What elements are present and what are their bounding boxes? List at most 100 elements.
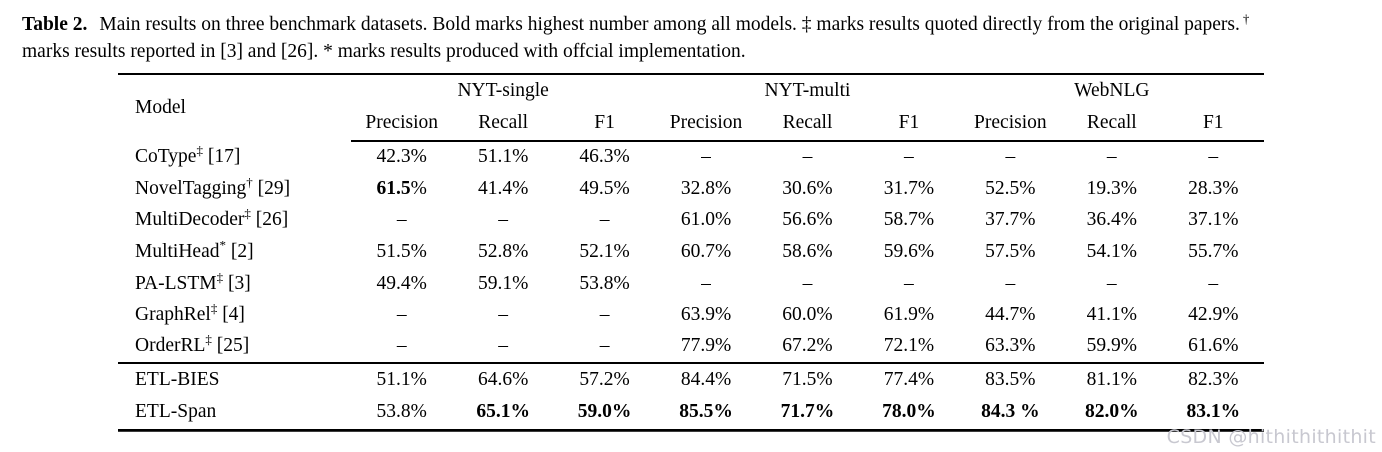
group-header-row: Model NYT-single NYT-multi WebNLG [118,74,1264,119]
value-cell: – [904,272,914,294]
model-superscript: ‡ [196,142,203,158]
model-name-cell: NovelTagging† [29] [135,174,291,199]
column-header-precision: Precision [959,106,1062,142]
model-name-cell: OrderRL‡ [25] [135,331,250,357]
value-cell: 59.9% [1086,335,1137,357]
value-cell: 78.0% [882,401,936,423]
value-cell: 31.7% [883,177,935,199]
model-superscript: ‡ [244,205,251,221]
value-cell: – [396,304,407,326]
results-table-wrap: Model NYT-single NYT-multi WebNLG Precis… [118,73,1264,432]
model-name-cell: PA-LSTM‡ [3] [135,269,251,294]
column-header-model: Model [135,97,186,118]
value-cell: 59.1% [477,272,529,294]
value-cell: 19.3% [1086,177,1137,199]
model-superscript: † [246,174,253,190]
table-body: CoType‡ [17] 42.3% 51.1% 46.3% – – – – – – NovelTa… [118,141,1264,429]
group-header-nyt-single: NYT-single [457,79,549,101]
value-cell: – [1208,272,1219,294]
value-cell: 60.7% [680,240,732,262]
value-cell: 46.3% [579,146,630,168]
value-cell: 83.1% [1186,401,1241,423]
value-cell: 82.3% [1162,361,1264,396]
model-superscript: * [219,237,226,253]
column-header-recall: Recall [1061,106,1163,142]
model-name-cell: ETL-BIES [118,361,351,396]
value-cell: 30.6% [782,177,833,199]
value-cell: 58.6% [782,240,833,262]
table-row: ETL-BIES 51.1% 64.6% 57.2% 84.4% 71.5% 77.4% 83… [118,361,1264,396]
value-cell: 51.5% [376,240,427,262]
value-cell: 41.4% [477,177,529,199]
model-superscript: ‡ [210,300,218,316]
table-row: OrderRL‡ [25] – – – 77.9% 67.2% 72.1% 63.3% 59.9… [118,331,1264,363]
column-header-recall: Recall [756,106,859,142]
value-cell: – [396,335,407,357]
table-caption-line2: marks results reported in [3] and [26]. … [22,41,746,62]
value-cell: 53.8% [376,401,427,423]
value-cell: 82.0% [1084,401,1139,423]
value-cell: – [498,335,509,357]
column-header-precision: Precision [655,106,757,142]
value-cell: 51.1% [351,361,453,396]
table-row: NovelTagging† [29] 61.5% 41.4% 49.5% 32.8% 30… [118,173,1264,205]
table-row: CoType‡ [17] 42.3% 51.1% 46.3% – – – – – – [118,141,1264,173]
value-cell: – [599,209,610,231]
model-superscript: ‡ [205,331,212,347]
value-cell: – [802,272,813,294]
value-cell: 28.3% [1188,177,1239,199]
sub-header-row: Precision Recall F1 Precision Recall F1 … [118,106,1264,142]
value-cell: 59.6% [883,240,935,262]
value-cell: 61.5% [376,177,427,199]
value-cell: 42.9% [1188,304,1239,326]
value-cell: 65.1% [476,401,530,423]
value-cell: 52.5% [985,177,1036,199]
model-superscript: ‡ [216,269,224,285]
column-header-f1: F1 [858,106,960,142]
value-cell: 84.4% [655,361,757,396]
value-cell: 32.8% [680,177,732,199]
value-cell: 81.1% [1061,361,1163,396]
value-cell: 36.4% [1086,209,1137,231]
value-cell: – [498,209,509,231]
column-header-recall: Recall [452,106,554,142]
value-cell: 54.1% [1086,240,1137,262]
value-cell: 49.4% [376,272,427,294]
value-cell: 52.1% [579,240,630,262]
value-cell: 71.5% [756,361,859,396]
value-cell: – [1208,146,1219,168]
column-header-precision: Precision [351,106,453,142]
group-header-nyt-multi: NYT-multi [764,79,851,101]
table-row: GraphRel‡ [4] – – – 63.9% 60.0% 61.9% 44.7% 41.1… [118,299,1264,331]
table-row: MultiHead* [2] 51.5% 52.8% 52.1% 60.7% 58.6% 5… [118,236,1264,268]
value-cell: 37.1% [1188,209,1239,231]
value-cell: – [1106,146,1117,168]
table-caption: Table 2. Main results on three benchmark … [22,11,1372,65]
value-cell: 56.6% [782,209,833,231]
value-cell: 44.7% [985,304,1036,326]
value-cell: 61.6% [1188,335,1239,357]
value-cell: 64.6% [452,361,554,396]
value-cell: 61.0% [680,209,732,231]
value-cell: 52.8% [477,240,529,262]
value-cell: – [701,146,711,168]
value-cell: 42.3% [376,146,427,168]
value-cell: – [904,146,914,168]
value-cell: – [498,304,509,326]
model-name-cell: MultiDecoder‡ [26] [135,205,289,231]
table-caption-label: Table 2. [22,14,88,35]
value-cell: 60.0% [782,304,833,326]
value-cell: – [1005,146,1016,168]
value-cell: – [1106,272,1117,294]
table-bottom-rule [118,428,1264,432]
value-cell: 77.4% [858,361,960,396]
value-cell: 37.7% [985,209,1036,231]
value-cell: 51.1% [477,146,529,168]
model-name-cell: CoType‡ [17] [135,142,241,167]
value-cell: 57.2% [553,361,656,396]
column-header-f1: F1 [553,106,656,142]
value-cell: 53.8% [579,272,630,294]
table-row: ETL-Span 53.8% 65.1% 59.0% 85.5% 71.7% 78.0% 84… [118,396,1264,429]
value-cell: 71.7% [780,401,835,423]
